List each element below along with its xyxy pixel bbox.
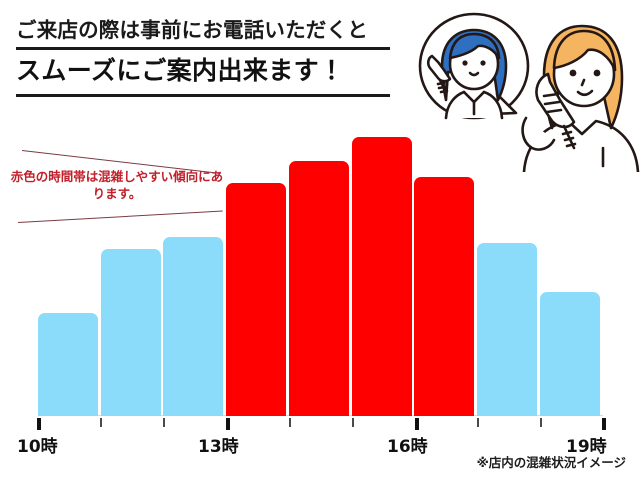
- axis-tick-label-13時: 13時: [198, 437, 239, 457]
- headline-line-2: スムーズにご案内出来ます！: [16, 56, 345, 86]
- axis-tick-label-19時: 19時: [566, 437, 607, 457]
- headline-line-1: ご来店の際は事前にお電話いただくと: [16, 18, 368, 42]
- axis-tick-3: [226, 418, 230, 430]
- axis-tick-7: [477, 418, 479, 427]
- axis-tick-6: [415, 418, 419, 430]
- axis-tick-label-10時: 10時: [17, 437, 58, 457]
- bar-14時: [288, 161, 349, 416]
- axis-tick-0: [37, 418, 41, 430]
- bar-10時: [38, 312, 98, 416]
- bar-12時: [163, 237, 224, 416]
- axis-tick-8: [540, 418, 542, 427]
- axis-tick-5: [352, 418, 354, 427]
- headline-divider-top: [16, 47, 390, 51]
- bar-18時: [539, 291, 600, 416]
- annotation-text: 赤色の時間帯は混雑しやすい傾向にあります。: [10, 169, 224, 202]
- axis-tick-1: [100, 418, 102, 427]
- bar-11時: [100, 249, 161, 416]
- bar-13時: [226, 182, 287, 416]
- axis-tick-label-16時: 16時: [387, 437, 428, 457]
- phone-call-illustration: [398, 0, 640, 174]
- customer-avatar: [521, 24, 640, 174]
- headline-block: ご来店の際は事前にお電話いただくと スムーズにご案内出来ます！: [16, 18, 396, 97]
- bar-15時: [351, 137, 412, 416]
- headline-divider-bottom: [16, 93, 390, 97]
- staff-avatar: [426, 28, 508, 120]
- bar-17時: [476, 243, 537, 416]
- bar-16時: [414, 176, 475, 416]
- axis-tick-2: [163, 418, 165, 427]
- footnote-text: ※店内の混雑状況イメージ: [476, 455, 626, 470]
- axis-tick-9: [602, 418, 606, 430]
- axis-tick-4: [289, 418, 291, 427]
